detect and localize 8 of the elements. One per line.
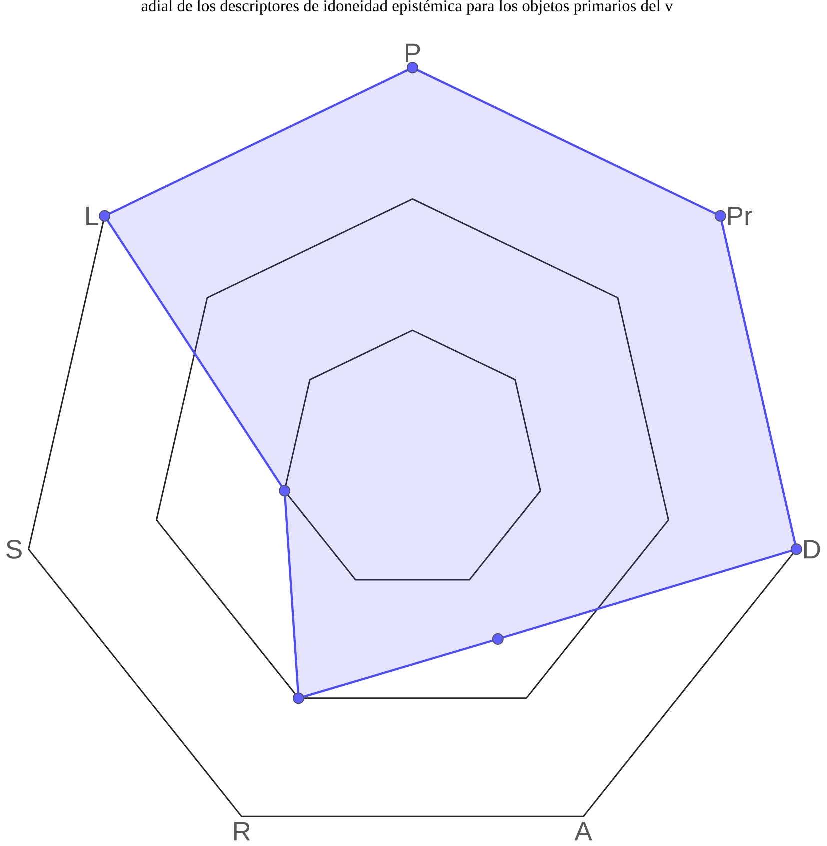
spoke-label: L [86, 206, 98, 226]
spoke-label: P [406, 44, 420, 62]
spoke-label: A [574, 822, 593, 841]
spoke-label: D [804, 540, 820, 559]
chart-title: adial de los descriptores de idoneidad epistémica para los objetos primarios del v [142, 0, 674, 15]
spoke-label: S [6, 540, 22, 559]
spoke-label: R [234, 822, 250, 841]
spoke-label: Pr [728, 206, 753, 226]
